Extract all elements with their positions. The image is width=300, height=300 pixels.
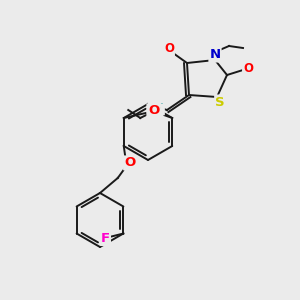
Text: O: O [124,157,135,169]
Text: O: O [164,43,174,56]
Text: Br: Br [147,104,162,118]
Text: S: S [215,95,225,109]
Text: F: F [101,232,110,245]
Text: O: O [148,103,160,116]
Text: O: O [243,61,253,74]
Text: N: N [209,49,220,62]
Text: H: H [154,101,164,115]
